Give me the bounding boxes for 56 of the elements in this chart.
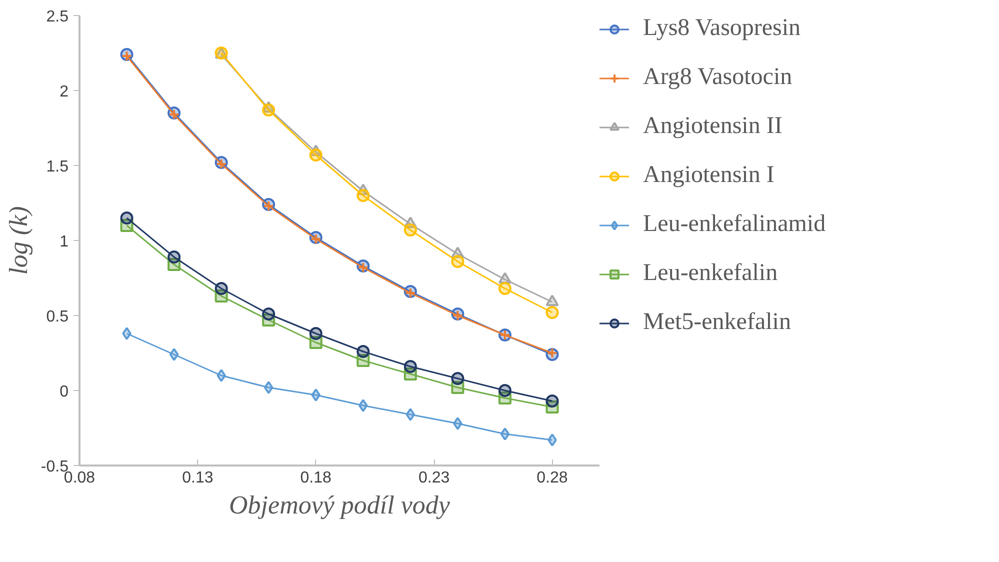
point [121, 50, 132, 62]
point [451, 255, 464, 268]
point [214, 282, 228, 295]
point [546, 348, 558, 358]
point [356, 189, 370, 202]
point [310, 234, 322, 244]
y-tick-label: 2.5 [46, 8, 69, 26]
point [453, 417, 462, 430]
x-tick-label: 0.18 [300, 470, 332, 486]
point [120, 212, 134, 224]
x-tick-label: 0.23 [418, 470, 450, 486]
point [500, 428, 510, 440]
x-tick-label: 0.13 [182, 470, 214, 486]
legend-label: Met5-enkefalin [643, 309, 791, 336]
point [546, 306, 559, 319]
point [262, 104, 276, 116]
point [168, 109, 180, 120]
y-tick-label: 0.5 [46, 308, 69, 326]
legend-label: Leu-enkefalinamid [643, 211, 826, 238]
point [309, 327, 322, 340]
point [404, 224, 417, 236]
point [264, 381, 274, 394]
point [546, 294, 559, 306]
y-tick-label: 1 [60, 234, 69, 250]
point [498, 384, 512, 397]
point [169, 348, 179, 361]
y-tick-label: 2 [60, 84, 69, 100]
point [404, 288, 416, 298]
x-axis-title: Objemový podíl vody [229, 490, 450, 520]
point [451, 372, 464, 385]
point [263, 200, 274, 212]
point [404, 360, 417, 373]
point [309, 148, 322, 162]
point [216, 158, 227, 170]
point [452, 310, 464, 321]
point [168, 250, 181, 264]
point [546, 394, 559, 408]
legend-label: Angiotensin II [643, 113, 782, 140]
point [358, 399, 368, 412]
point [311, 388, 321, 402]
point [498, 282, 512, 295]
legend-label: Arg8 Vasotocin [643, 64, 792, 91]
point [216, 369, 226, 382]
point [406, 408, 416, 421]
x-tick-label: 0.28 [536, 470, 568, 486]
point [548, 434, 557, 446]
point [122, 327, 132, 340]
point [356, 345, 370, 358]
point [358, 262, 369, 273]
y-tick-label: 0 [60, 384, 69, 400]
point [262, 308, 276, 320]
legend-label: Angiotensin I [643, 162, 774, 189]
y-axis-title: log (k) [4, 206, 33, 275]
legend-label: Lys8 Vasopresin [643, 15, 801, 42]
legend-label: Leu-enkefalin [643, 260, 778, 287]
y-tick-label: 1.5 [46, 158, 69, 176]
